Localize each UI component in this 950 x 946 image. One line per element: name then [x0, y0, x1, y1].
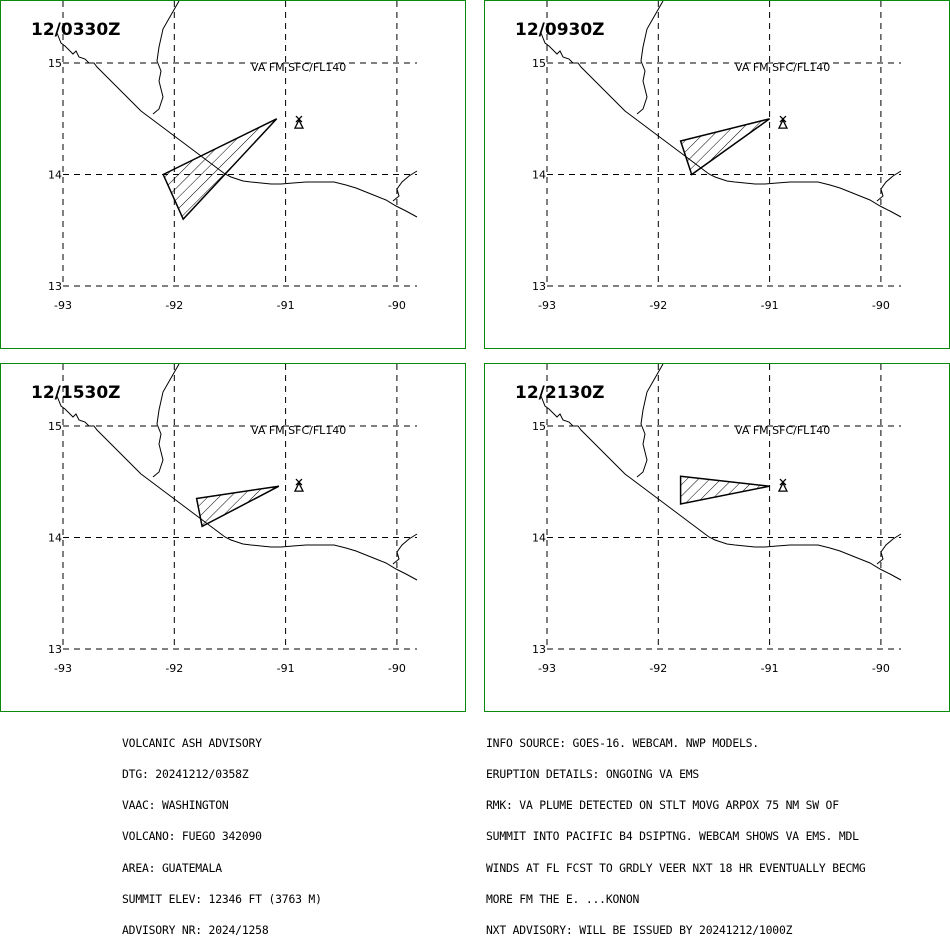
advisory-vaac: VAAC: WASHINGTON [122, 798, 229, 813]
advisory-title: VOLCANIC ASH ADVISORY [122, 735, 262, 750]
coastline [56, 395, 418, 581]
map-svg: 12/0930Z VA FM SFC/FL140 -93 -92 -91 -90 15 14 1… [515, 1, 902, 312]
volcano-icon [293, 115, 305, 129]
latitude-tick-label: 15 [532, 420, 546, 433]
volcano-icon [777, 478, 789, 492]
volcano-triangle [777, 118, 789, 129]
volcano-mark [779, 115, 787, 123]
map-panel-4: 12/2130Z VA FM SFC/FL140 -93 -92 -91 -90 15 14 1… [484, 363, 950, 712]
latitude-tick-label: 15 [48, 420, 62, 433]
latitude-tick-label: 13 [48, 643, 62, 656]
volcano-mark [295, 478, 303, 486]
advisory-remarks-line: MORE FM THE E. ...KONON [486, 891, 640, 906]
latitude-tick-label: 15 [532, 57, 546, 70]
border-line [392, 533, 418, 565]
border-line [392, 170, 418, 202]
advisory-number: ADVISORY NR: 2024/1258 [122, 923, 269, 938]
advisory-remarks-line: WINDS AT FL FCST TO GRDLY VEER NXT 18 HR… [486, 860, 866, 875]
advisory-remarks-line: SUMMIT INTO PACIFIC B4 DSIPTNG. WEBCAM S… [486, 829, 859, 844]
advisory-header-block: VOLCANIC ASH ADVISORY DTG: 20241212/0358… [122, 717, 322, 946]
advisory-eruption-details: ERUPTION DETAILS: ONGOING VA EMS [486, 767, 700, 782]
latitude-tick-label: 14 [532, 532, 546, 545]
map-panel-3: 12/1530Z VA FM SFC/FL140 -93 -92 -91 -90 15 14 1… [0, 363, 466, 712]
map-panel-1: 12/0330Z VA FM SFC/FL140 -93 -92 -91 -90 15 14 1… [0, 0, 466, 349]
latitude-tick-label: 14 [48, 169, 62, 182]
latitude-tick-label: 14 [48, 532, 62, 545]
border-line [152, 364, 180, 478]
longitude-tick-label: -90 [872, 299, 890, 312]
longitude-tick-label: -90 [872, 662, 890, 675]
map-svg: 12/1530Z VA FM SFC/FL140 -93 -92 -91 -90 15 14 1… [31, 364, 418, 675]
va-level-label: VA FM SFC/FL140 [251, 61, 346, 74]
longitude-tick-label: -91 [761, 299, 779, 312]
border-line [636, 1, 664, 115]
map-svg: 12/2130Z VA FM SFC/FL140 -93 -92 -91 -90 15 14 1… [515, 364, 902, 675]
longitude-tick-label: -93 [54, 299, 72, 312]
longitude-tick-label: -92 [165, 299, 183, 312]
longitude-tick-label: -93 [538, 299, 556, 312]
latitude-tick-label: 14 [532, 169, 546, 182]
ash-plume-polygon [162, 118, 278, 221]
border-line [152, 1, 180, 115]
coastline [56, 32, 418, 218]
valid-time-label: 12/0930Z [515, 20, 605, 40]
map-svg: 12/0330Z VA FM SFC/FL140 -93 -92 -91 -90 15 14 1… [31, 1, 418, 312]
advisory-next-advisory: NXT ADVISORY: WILL BE ISSUED BY 20241212… [486, 923, 793, 938]
advisory-volcano: VOLCANO: FUEGO 342090 [122, 829, 262, 844]
latitude-tick-label: 15 [48, 57, 62, 70]
advisory-summit-elev: SUMMIT ELEV: 12346 FT (3763 M) [122, 891, 322, 906]
longitude-tick-label: -92 [165, 662, 183, 675]
longitude-tick-label: -90 [388, 662, 406, 675]
longitude-tick-label: -93 [538, 662, 556, 675]
va-level-label: VA FM SFC/FL140 [735, 424, 830, 437]
border-line [636, 364, 664, 478]
latitude-tick-label: 13 [532, 280, 546, 293]
valid-time-label: 12/2130Z [515, 383, 605, 403]
volcano-triangle [293, 118, 305, 129]
ash-plume-polygon [679, 118, 771, 176]
valid-time-label: 12/0330Z [31, 20, 121, 40]
volcano-mark [779, 478, 787, 486]
volcano-icon [777, 115, 789, 129]
advisory-dtg: DTG: 20241212/0358Z [122, 767, 249, 782]
ash-plume-polygon [679, 475, 770, 505]
longitude-tick-label: -91 [277, 662, 295, 675]
advisory-details-block: INFO SOURCE: GOES-16. WEBCAM. NWP MODELS… [486, 717, 866, 946]
longitude-tick-label: -90 [388, 299, 406, 312]
ash-plume-polygon [195, 485, 280, 528]
volcano-triangle [293, 481, 305, 492]
longitude-tick-label: -92 [649, 299, 667, 312]
valid-time-label: 12/1530Z [31, 383, 121, 403]
va-level-label: VA FM SFC/FL140 [251, 424, 346, 437]
border-line [876, 170, 902, 202]
advisory-info-source: INFO SOURCE: GOES-16. WEBCAM. NWP MODELS… [486, 735, 759, 750]
coastline [540, 32, 902, 218]
volcano-triangle [777, 481, 789, 492]
volcano-icon [293, 478, 305, 492]
latitude-tick-label: 13 [48, 280, 62, 293]
longitude-tick-label: -91 [277, 299, 295, 312]
border-line [876, 533, 902, 565]
va-level-label: VA FM SFC/FL140 [735, 61, 830, 74]
coastline [540, 395, 902, 581]
map-panel-2: 12/0930Z VA FM SFC/FL140 -93 -92 -91 -90 15 14 1… [484, 0, 950, 349]
volcano-mark [295, 115, 303, 123]
advisory-remarks-line: RMK: VA PLUME DETECTED ON STLT MOVG ARPO… [486, 798, 839, 813]
longitude-tick-label: -93 [54, 662, 72, 675]
latitude-tick-label: 13 [532, 643, 546, 656]
longitude-tick-label: -91 [761, 662, 779, 675]
advisory-area: AREA: GUATEMALA [122, 860, 222, 875]
longitude-tick-label: -92 [649, 662, 667, 675]
